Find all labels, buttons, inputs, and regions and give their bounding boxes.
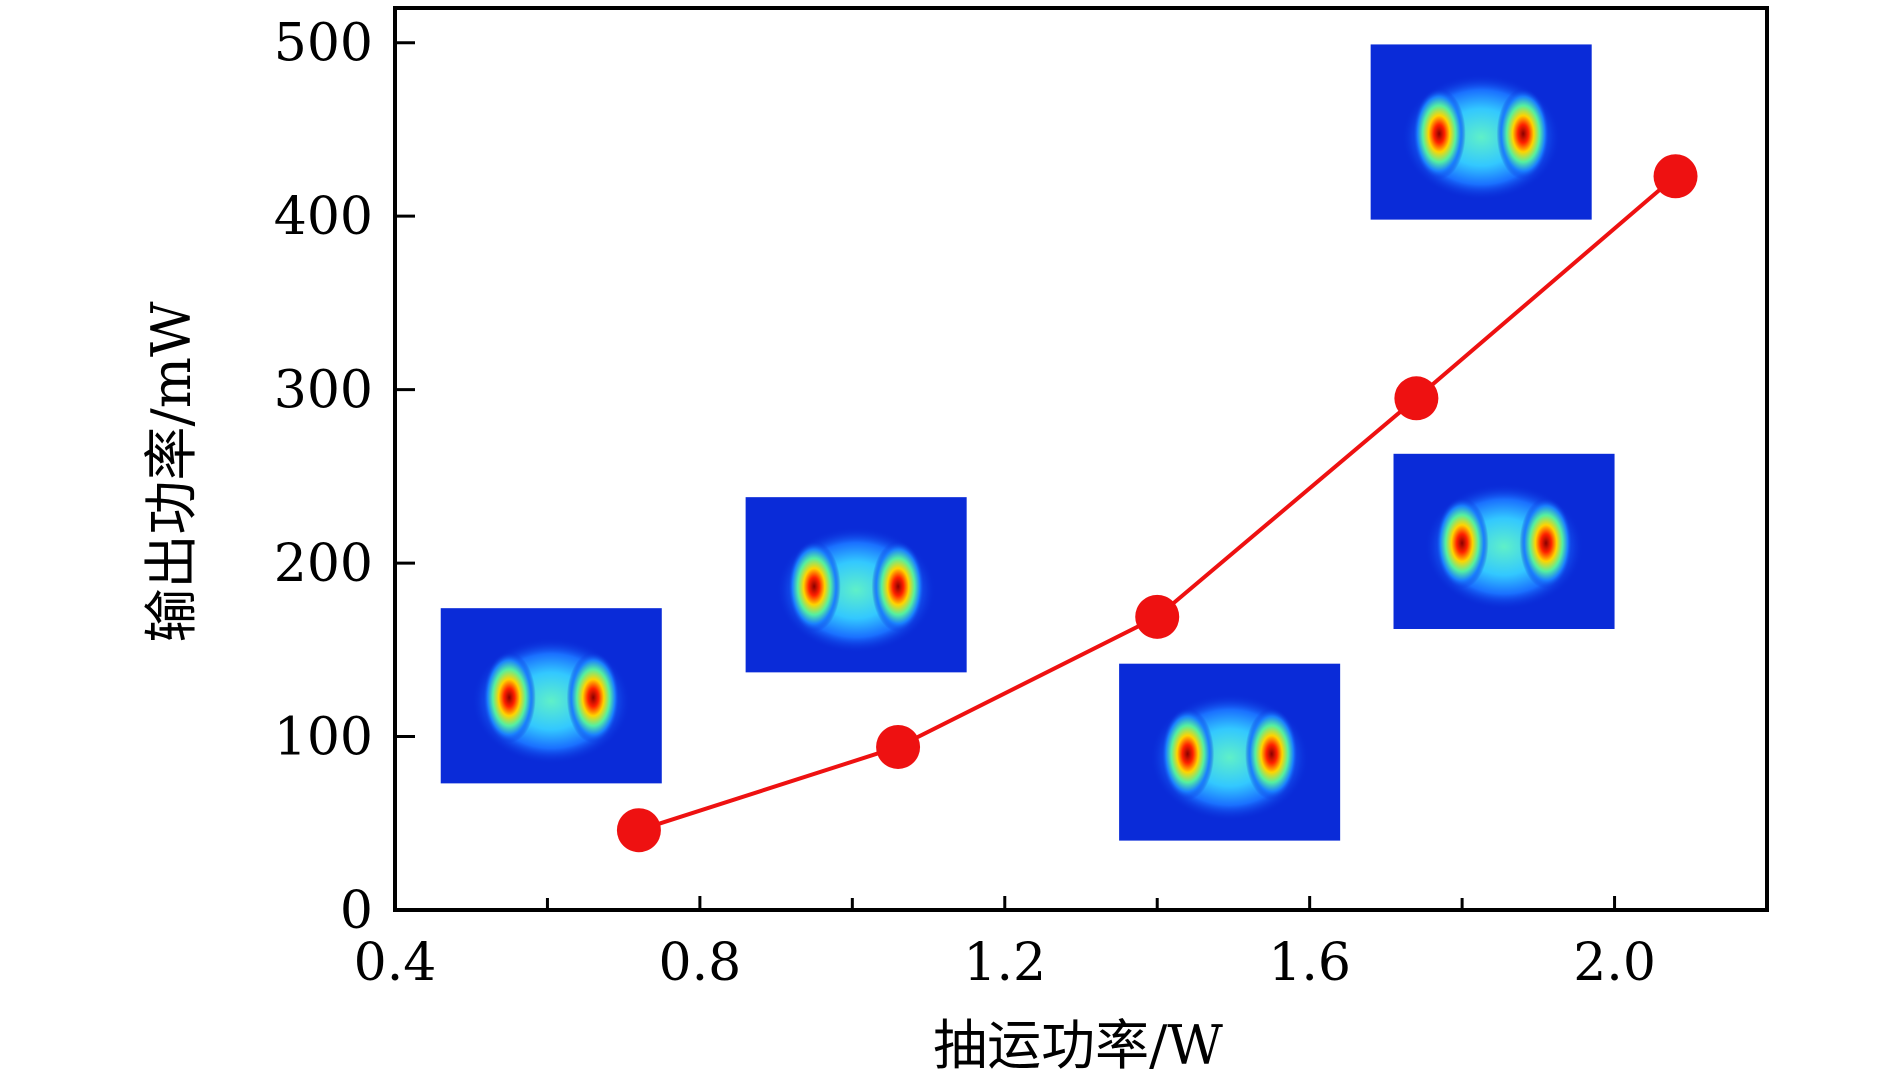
beam-profile-inset-4 (1393, 453, 1615, 629)
insets-layer (440, 44, 1615, 841)
y-tick-label: 200 (274, 534, 373, 594)
beam-profile-inset-3 (1119, 663, 1341, 841)
x-tick-label: 0.4 (354, 933, 437, 993)
beam-profile-inset-5 (1370, 44, 1592, 220)
y-tick-label: 100 (274, 708, 373, 768)
inset-right-lobe (1496, 88, 1550, 180)
inset-left-lobe (1435, 497, 1489, 589)
data-point (616, 808, 661, 853)
x-tick-label: 1.6 (1268, 933, 1351, 993)
plot-frame (393, 6, 1769, 912)
data-point (876, 724, 921, 769)
y-tick-label: 300 (274, 361, 373, 421)
x-axis-label: 抽运功率/W (933, 1014, 1223, 1077)
inset-right-lobe (1519, 497, 1573, 589)
data-point (1135, 594, 1180, 639)
axes-layer: 0.4 0.8 1.2 1.6 2.0 0 100 200 300 400 500 (274, 6, 1769, 993)
beam-profile-inset-2 (745, 497, 967, 673)
inset-left-lobe (482, 651, 536, 744)
y-axis-label: 输出功率/mW (140, 301, 203, 642)
y-tick-label: 500 (274, 14, 373, 74)
inset-left-lobe (787, 540, 841, 633)
series-layer (616, 154, 1698, 853)
inset-right-lobe (871, 540, 925, 633)
inset-left-lobe (1412, 88, 1466, 180)
x-tick-label: 2.0 (1573, 933, 1656, 993)
data-point (1653, 154, 1698, 199)
x-tick-label: 0.8 (659, 933, 742, 993)
beam-profile-inset-1 (440, 608, 662, 784)
x-tick-label: 1.2 (963, 933, 1046, 993)
inset-left-lobe (1161, 707, 1215, 800)
data-point (1394, 376, 1439, 421)
y-tick-label: 400 (274, 187, 373, 247)
inset-right-lobe (566, 651, 620, 744)
inset-right-lobe (1245, 707, 1299, 800)
y-tick-label: 0 (340, 881, 373, 941)
